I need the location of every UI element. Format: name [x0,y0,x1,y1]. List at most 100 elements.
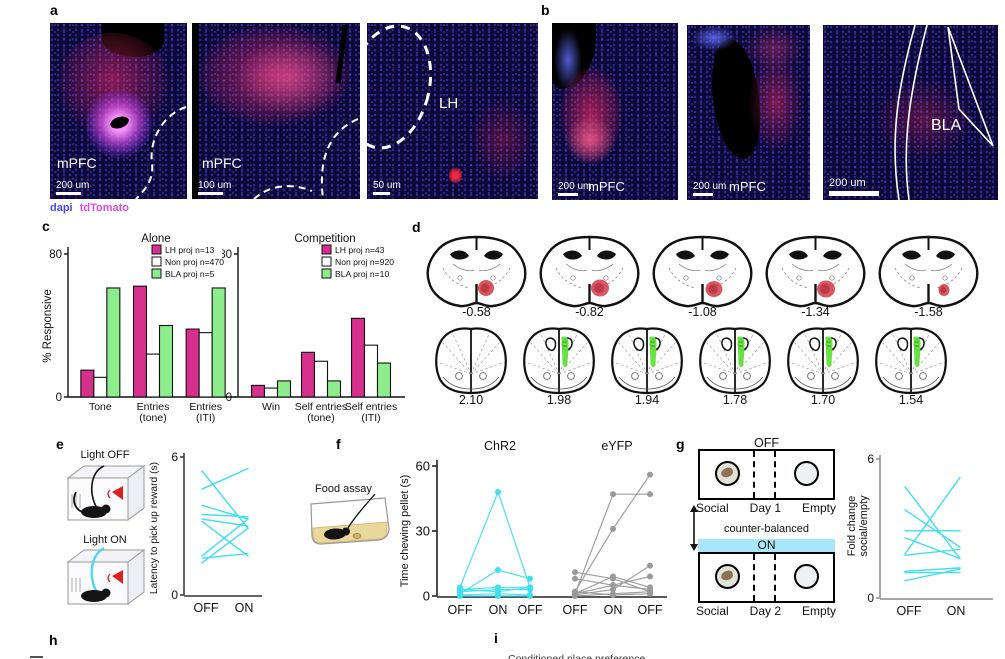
atlas-coordinate: 1.54 [898,393,924,407]
svg-text:ON: ON [604,603,623,617]
cpp-title: Conditioned place preference [508,653,646,659]
svg-text:Non proj n=470: Non proj n=470 [165,257,224,267]
brain-section-coronal [652,235,753,308]
atlas-coordinate: 1.94 [634,393,660,407]
divider-dashed [774,554,776,601]
svg-text:social/empty: social/empty [858,495,870,557]
svg-text:0: 0 [226,392,232,404]
atlas-section-item: -1.08 [646,228,759,319]
region-label: mPFC [202,155,242,171]
panel-label-h: h [49,632,58,648]
atlas-section-item: -0.58 [420,228,533,319]
atlas-section-item: 1.54 [870,322,952,407]
atlas-row-mpfc: 2.10 1.98 1.94 1.78 1.70 1.54 [430,322,952,407]
light-off-box [66,465,146,521]
brain-section-frontal [875,327,947,395]
place-preference-schematic: OFF Social Day 1 Empty counter-balanced … [690,436,848,626]
on-condition-bar: ON [698,539,835,552]
atlas-coordinate: 2.10 [458,393,484,407]
chamber-day2 [698,552,835,603]
brain-section-frontal [611,327,683,395]
scale-line [829,191,879,196]
atlas-row-lh: -0.58 -0.82 -1.08 -1.34 -1.58 [420,228,985,319]
counterbalance-arrow-icon [690,505,698,551]
counterbalanced-text: counter-balanced [723,523,809,535]
scale-text: 200 um [56,179,90,191]
day2-label: Day 2 [749,604,782,618]
dapi-label: dapi [50,202,73,214]
tdtomato-label: tdTomato [79,202,129,214]
atlas-coordinate: -1.08 [688,305,717,319]
svg-text:BLA proj n=10: BLA proj n=10 [335,269,389,279]
atlas-section-item: 2.10 [430,322,512,407]
panel-label-c: c [42,218,50,234]
scale-line [198,192,223,195]
dapi-bright-edge [691,25,737,51]
svg-text:ON: ON [947,604,966,618]
scale-bar: 100 um [198,180,231,195]
social-label: Social [696,501,729,515]
boundary-overlay [367,24,433,150]
svg-text:0: 0 [423,589,430,604]
atlas-coordinate: -1.34 [801,305,830,319]
atlas-coordinate: 1.70 [810,393,836,407]
region-label: BLA [931,117,962,134]
svg-text:OFF: OFF [638,603,663,617]
atlas-section-item: -0.82 [533,228,646,319]
svg-text:LH proj n=13: LH proj n=13 [165,245,215,255]
svg-text:Self entries: Self entries [295,401,348,413]
stain-caption: dapi tdTomato [50,202,129,214]
svg-text:Non proj n=920: Non proj n=920 [335,257,394,267]
svg-text:0: 0 [56,392,62,404]
atlas-section-item: -1.58 [872,228,985,319]
svg-text:Competition: Competition [294,233,355,245]
micrograph-bla: BLA 200 um [823,25,998,200]
day1-label: Day 1 [749,501,782,515]
speaker-icon [112,486,123,500]
svg-text:Self entries: Self entries [345,401,398,413]
svg-text:ON: ON [235,601,254,615]
region-label: mPFC [588,179,625,194]
svg-text:(ITI): (ITI) [196,412,215,424]
atlas-section-item: -1.34 [759,228,872,319]
brain-section-coronal [765,235,866,308]
svg-text:Latency to pick up reward (s): Latency to pick up reward (s) [149,462,160,594]
svg-text:Entries: Entries [137,401,170,413]
off-condition-title: OFF [754,436,779,450]
panel-label-d: d [412,219,421,235]
line-plot-fold-change: 0 6 Fold change social/empty OFF ON [846,452,993,618]
svg-text:Fold change: Fold change [846,496,858,557]
light-on-title: Light ON [83,534,126,546]
svg-text:80: 80 [222,249,232,261]
empty-cup [794,564,819,589]
empty-label: Empty [801,501,836,515]
svg-text:Win: Win [262,401,280,413]
chamber-day1 [698,449,835,500]
speaker-icon [112,570,123,584]
divider-dashed [774,451,776,498]
divider-dashed [753,554,755,601]
brain-section-frontal [435,327,507,395]
svg-text:ChR2: ChR2 [484,439,516,453]
atlas-coordinate: 1.98 [546,393,572,407]
scale-text: 200 um [829,177,866,190]
divider-dashed [753,451,755,498]
panel-label-e: e [56,436,64,452]
brain-section-frontal [523,327,595,395]
scale-line [693,193,713,196]
tdtomato-signal [875,79,971,159]
micrograph-mpfc-3: mPFC 200 um [552,23,678,200]
micrograph-lh: LH 50 um [367,23,538,199]
cable-off [91,465,105,511]
svg-text:eYFP: eYFP [601,439,632,453]
cable [347,494,376,529]
boundary-overlay [253,118,359,199]
scale-text: 50 um [373,179,401,191]
svg-text:Entries: Entries [189,401,222,413]
scale-bar: 200 um [558,181,591,196]
svg-text:30: 30 [416,524,430,539]
social-cup [715,461,740,486]
svg-text:BLA proj n=5: BLA proj n=5 [165,269,215,279]
brain-section-frontal [787,327,859,395]
